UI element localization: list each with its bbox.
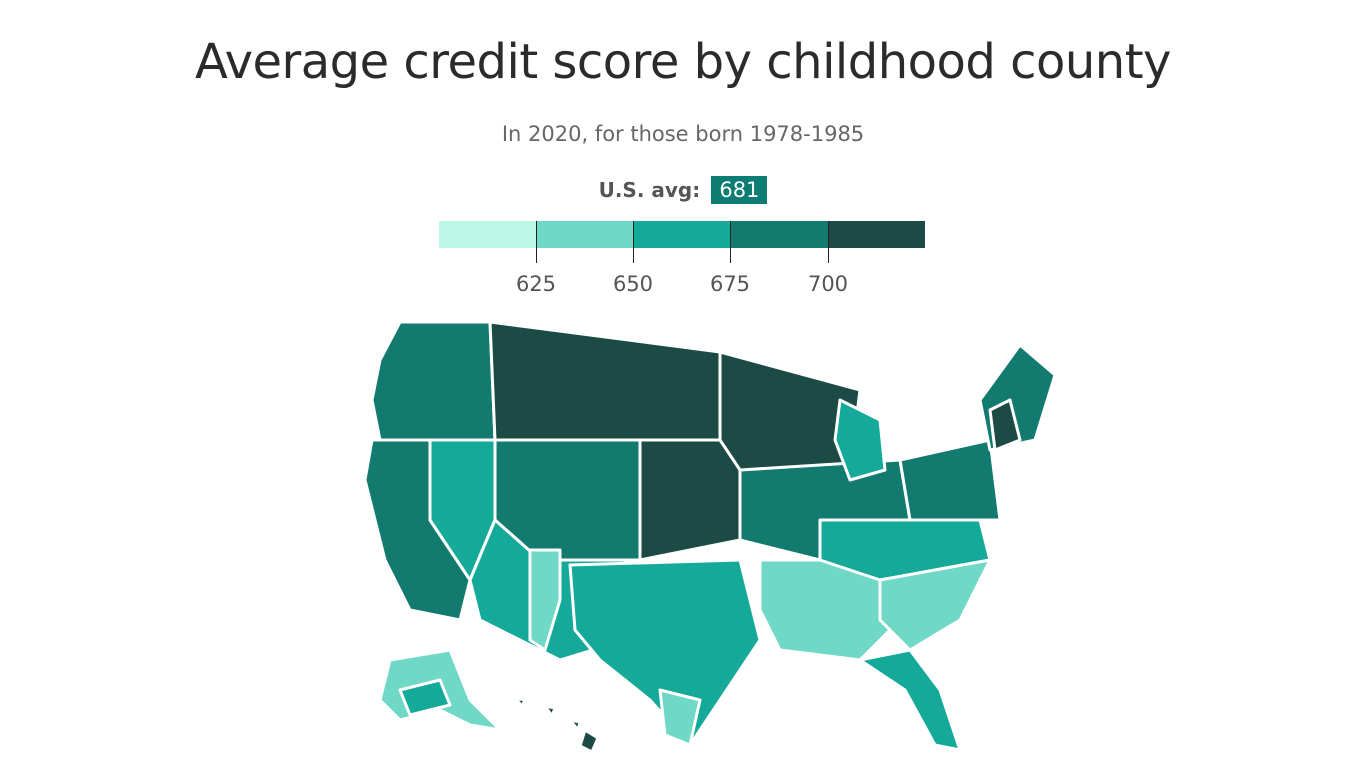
region-northern-rockies — [488, 320, 722, 442]
us-average-label: U.S. avg: — [598, 178, 701, 202]
us-county-map — [363, 320, 1057, 754]
region-georgia-carolinas — [878, 558, 992, 652]
legend-tick — [536, 221, 537, 263]
us-average: U.S. avg: 681 — [0, 176, 1366, 204]
region-south-texas-low — [658, 688, 702, 747]
legend-tick-label: 675 — [709, 272, 751, 296]
region-mid-atlantic — [898, 438, 1002, 522]
region-florida — [858, 648, 962, 752]
us-average-value: 681 — [711, 176, 768, 204]
legend-tick-label: 650 — [612, 272, 654, 296]
color-legend — [439, 221, 926, 248]
region-hawaii — [513, 696, 600, 754]
legend-tick — [730, 221, 731, 263]
region-michigan — [833, 398, 887, 482]
region-alaska-mid — [398, 678, 452, 717]
legend-tick — [633, 221, 634, 263]
region-new-mexico-low — [528, 548, 562, 652]
legend-swatch-4 — [730, 221, 828, 248]
region-central-plains — [638, 438, 742, 562]
chart-subtitle: In 2020, for those born 1978-1985 — [501, 122, 865, 146]
legend-tick-label: 625 — [515, 272, 557, 296]
legend-swatch-5 — [827, 221, 926, 248]
legend-tick-label: 700 — [807, 272, 849, 296]
region-new-england-dark — [988, 398, 1022, 452]
legend-swatch-3 — [633, 221, 731, 248]
chart-title: Average credit score by childhood county — [195, 34, 1171, 90]
region-pacific-northwest — [370, 320, 497, 442]
legend-tick — [828, 221, 829, 263]
legend-swatch-1 — [439, 221, 537, 248]
legend-swatch-2 — [536, 221, 634, 248]
